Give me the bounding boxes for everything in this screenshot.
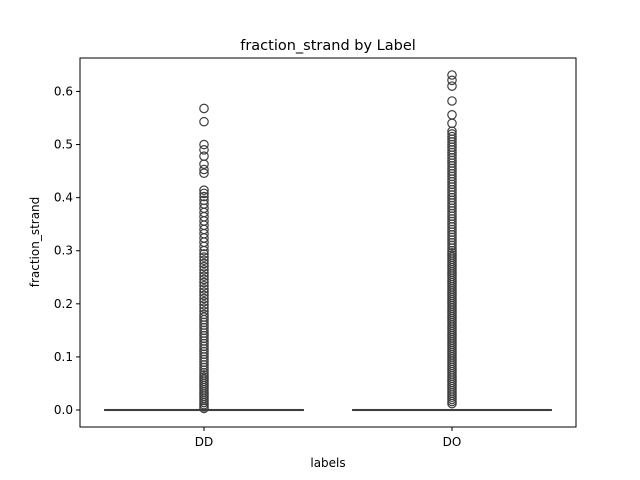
outlier-point [199, 271, 209, 282]
outlier-point [447, 75, 457, 86]
outlier-point [199, 261, 209, 272]
y-tick-label: 0.5 [54, 138, 73, 152]
outlier-point [199, 191, 209, 202]
x-axis-label: labels [310, 456, 345, 470]
outlier-point [199, 284, 209, 294]
outlier-point [199, 116, 209, 127]
outlier-point [447, 110, 457, 120]
y-tick-label: 0.1 [54, 350, 73, 364]
outlier-point [199, 290, 209, 301]
outlier-point [199, 145, 209, 155]
outlier-point [199, 280, 209, 291]
y-axis: 0.0 0.1 0.2 0.3 0.4 0.5 0.6 [54, 84, 80, 417]
outlier-point [199, 296, 209, 307]
x-axis: DD DO [195, 427, 462, 449]
outlier-point [447, 96, 457, 106]
outlier-point [199, 199, 209, 209]
outlier-point [447, 81, 457, 91]
outlier-point [199, 159, 209, 169]
outlier-point [199, 164, 209, 175]
outlier-point [199, 258, 209, 269]
outlier-point [447, 118, 457, 129]
outlier-point [199, 309, 209, 320]
outlier-point [199, 139, 209, 150]
outlier-point [199, 274, 209, 285]
y-axis-label: fraction_strand [28, 197, 42, 288]
x-tick-label: DD [195, 435, 213, 449]
chart-title: fraction_strand by Label [240, 38, 416, 54]
outlier-point [199, 293, 209, 304]
outlier-point [199, 103, 209, 114]
outlier-point [199, 312, 209, 322]
axes-frame [79, 57, 577, 428]
y-tick-label: 0.6 [54, 84, 73, 98]
outlier-point [199, 255, 209, 266]
y-tick-label: 0.3 [54, 244, 73, 258]
outlier-point [199, 268, 209, 278]
outlier-point [199, 195, 209, 206]
outlier-point [199, 168, 209, 179]
y-tick-label: 0.2 [54, 297, 73, 311]
outlier-point [199, 265, 209, 275]
outlier-point [447, 70, 457, 80]
outlier-point [447, 129, 457, 139]
outlier-point [199, 185, 209, 196]
outlier-point [199, 188, 209, 199]
outlier-point [199, 249, 209, 259]
outlier-point [199, 151, 209, 162]
outlier-point [199, 252, 209, 262]
x-tick-label: DO [443, 435, 462, 449]
outlier-point [199, 300, 209, 310]
outlier-point [199, 277, 209, 288]
outlier-point [199, 287, 209, 297]
y-tick-label: 0.0 [54, 403, 73, 417]
outlier-point [199, 306, 209, 317]
outlier-point [447, 131, 457, 142]
y-tick-label: 0.4 [54, 191, 73, 205]
plot-area [104, 70, 552, 414]
outlier-point [199, 303, 209, 313]
